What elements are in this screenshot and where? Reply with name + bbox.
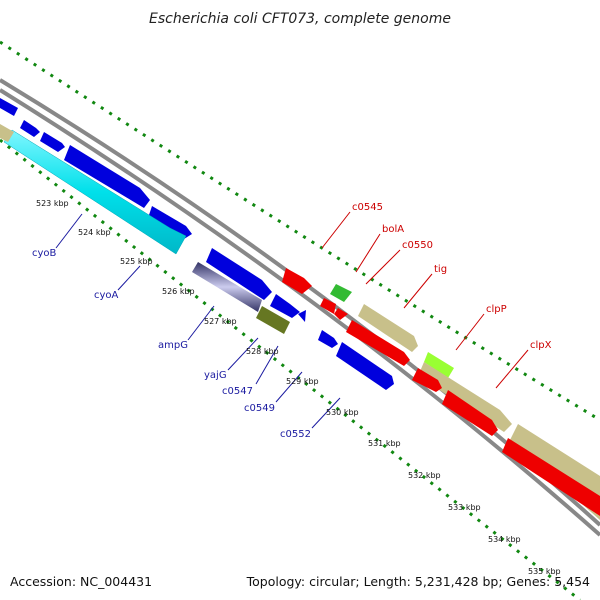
gene-label-bolA[interactable]: bolA <box>382 224 404 235</box>
gene-label-clpP[interactable]: clpP <box>486 304 507 315</box>
gene-label-ampG[interactable]: ampG <box>158 340 188 351</box>
accession-text: Accession: NC_004431 <box>10 574 152 589</box>
gene-label-tig[interactable]: tig <box>434 264 447 275</box>
tick-label: 525 kbp <box>120 257 153 266</box>
gene-label-c0550[interactable]: c0550 <box>402 240 433 251</box>
gene-block-green[interactable] <box>330 284 352 302</box>
tick-label: 530 kbp <box>326 408 359 417</box>
topology-text: Topology: circular; Length: 5,231,428 bp… <box>246 574 590 589</box>
tick-label: 528 kbp <box>246 347 279 356</box>
gene-label-c0552[interactable]: c0552 <box>280 429 311 440</box>
map-title: Escherichia coli CFT073, complete genome <box>149 11 451 27</box>
tick-labels: 523 kbp 524 kbp 525 kbp 526 kbp 527 kbp … <box>36 199 561 576</box>
gene-block-c0549[interactable] <box>318 330 338 348</box>
gene-block-1[interactable] <box>20 120 40 137</box>
gene-block-red-4[interactable] <box>502 438 600 516</box>
tick-label: 535 kbp <box>528 567 561 576</box>
tick-label: 526 kbp <box>162 287 195 296</box>
gene-label-clpX[interactable]: clpX <box>530 340 552 351</box>
gene-block-ampG[interactable] <box>206 248 272 300</box>
tick-label: 523 kbp <box>36 199 69 208</box>
gene-block-olive-2[interactable] <box>418 362 512 432</box>
inner-tick-track <box>0 138 581 600</box>
gene-label-c0547[interactable]: c0547 <box>222 386 253 397</box>
gene-block-c0547[interactable] <box>298 310 306 322</box>
reverse-gene-labels: cyoB cyoA ampG yajG c0547 c0549 c0552 <box>32 248 311 440</box>
tick-label: 532 kbp <box>408 471 441 480</box>
gene-block-0[interactable] <box>0 98 18 116</box>
gene-block-tig[interactable] <box>358 304 418 352</box>
gene-block-olive-left[interactable] <box>0 124 14 142</box>
gene-block-red-2[interactable] <box>412 368 442 392</box>
tick-label: 529 kbp <box>286 377 319 386</box>
gene-label-cyoA[interactable]: cyoA <box>94 290 119 301</box>
gene-label-c0549[interactable]: c0549 <box>244 403 275 414</box>
gene-label-yajG[interactable]: yajG <box>204 370 227 381</box>
tick-label: 533 kbp <box>448 503 481 512</box>
gene-block-yajG[interactable] <box>270 294 300 318</box>
gene-block-purple[interactable] <box>192 262 262 312</box>
forward-strand-genes <box>282 268 600 520</box>
backbone-lower <box>0 88 600 537</box>
gene-block-cyoB[interactable] <box>64 145 150 208</box>
gene-label-cyoB[interactable]: cyoB <box>32 248 57 259</box>
gene-block-cyoA[interactable] <box>148 206 192 239</box>
gene-label-c0545[interactable]: c0545 <box>352 202 383 213</box>
gene-block-c0545[interactable] <box>282 268 312 294</box>
gene-block-red-mid[interactable] <box>346 320 410 366</box>
tick-label: 524 kbp <box>78 228 111 237</box>
tick-label: 527 kbp <box>204 317 237 326</box>
gene-block-clpP[interactable] <box>424 352 454 378</box>
gene-block-bolA[interactable] <box>320 298 336 314</box>
tick-label: 531 kbp <box>368 439 401 448</box>
gene-block-red-3[interactable] <box>442 390 498 436</box>
label-leaders <box>55 211 529 429</box>
forward-gene-labels: c0545 bolA c0550 tig clpP clpX <box>352 202 552 351</box>
reverse-strand-genes <box>0 98 394 390</box>
gene-block-c0552[interactable] <box>336 342 394 390</box>
tick-label: 534 kbp <box>488 535 521 544</box>
gene-block-dark-olive[interactable] <box>256 306 290 334</box>
gene-block-2[interactable] <box>40 132 65 152</box>
gene-block-c0550[interactable] <box>334 308 348 320</box>
